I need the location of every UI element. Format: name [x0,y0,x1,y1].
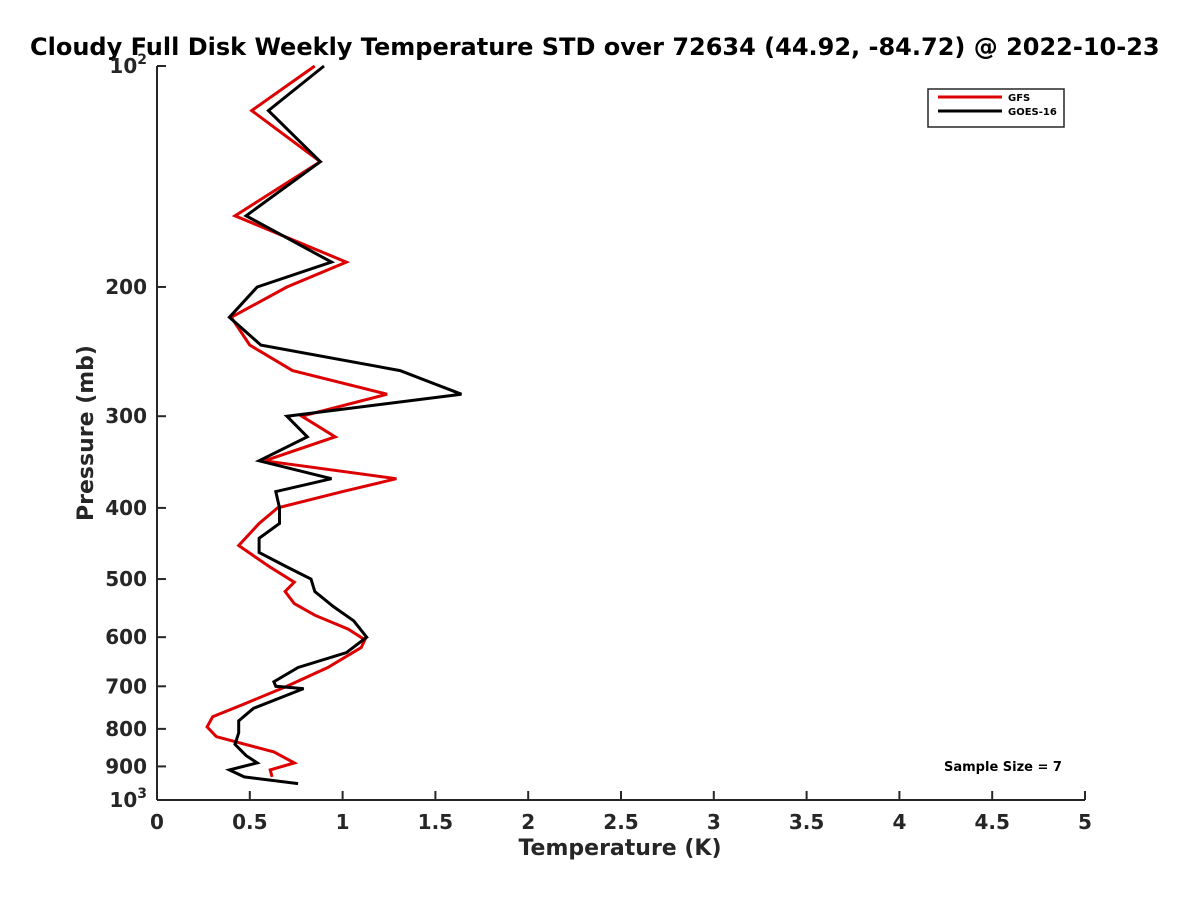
y-tick-label: 200 [105,275,147,299]
y-tick-label: 900 [105,754,147,778]
chart-title: Cloudy Full Disk Weekly Temperature STD … [30,33,1160,61]
y-axis-label: Pressure (mb) [74,345,99,521]
legend-label: GOES-16 [1008,107,1057,118]
series-line-goes-16 [224,64,462,786]
y-tick-label: 103 [109,786,147,812]
series-line-gfs [205,64,397,778]
y-tick-label: 700 [105,674,147,698]
x-tick-label: 2 [521,810,535,834]
y-tick-label: 600 [105,625,147,649]
sample-size-annotation: Sample Size = 7 [944,760,1062,775]
y-tick-label: 300 [105,404,147,428]
x-tick-label: 3.5 [789,810,824,834]
x-tick-label: 4 [892,810,906,834]
y-tick-label: 500 [105,567,147,591]
plot-area: 0 0.5 1 1.5 2 2.5 3 3.5 4 4.5 5 102 200 300 400 500 600 7… [105,52,1092,834]
legend-box [927,88,1065,128]
legend: GFS GOES-16 [927,88,1065,128]
legend-label: GFS [1008,93,1030,104]
x-tick-label: 1 [336,810,350,834]
x-tick-label: 0.5 [232,810,267,834]
x-tick-label: 4.5 [974,810,1009,834]
y-tick-label: 102 [109,52,147,78]
y-tick-label: 800 [105,717,147,741]
x-tick-label: 5 [1078,810,1092,834]
series-layer [205,64,462,786]
x-tick-label: 1.5 [418,810,453,834]
x-axis-label: Temperature (K) [518,836,721,861]
y-tick-label: 400 [105,496,147,520]
x-tick-label: 2.5 [603,810,638,834]
x-tick-label: 0 [150,810,164,834]
x-tick-label: 3 [707,810,721,834]
